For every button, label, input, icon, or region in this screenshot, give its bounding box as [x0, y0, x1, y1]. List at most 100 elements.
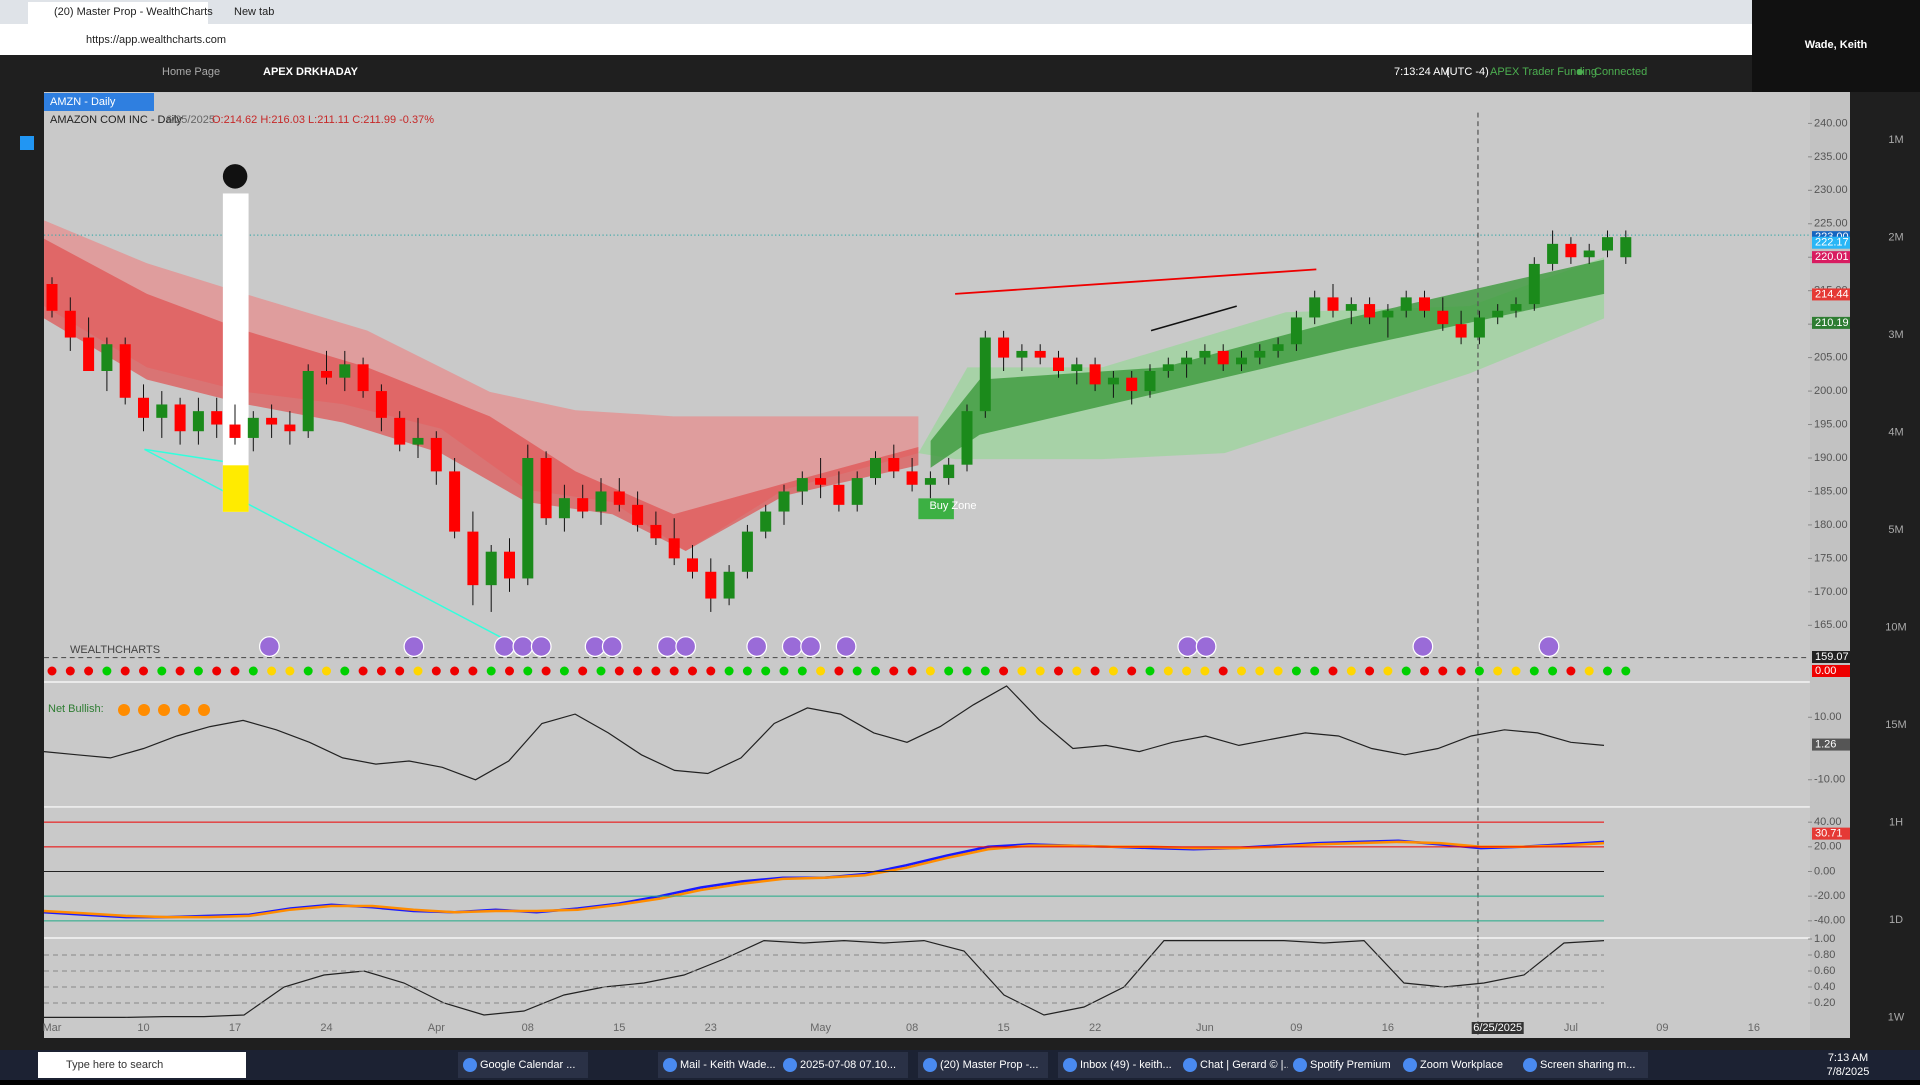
- legend-date: 6/25/2025: [166, 114, 215, 126]
- candle-body: [430, 437, 442, 472]
- candle-body: [1089, 364, 1101, 385]
- event-icon[interactable]: [800, 636, 822, 657]
- event-icon[interactable]: [675, 636, 697, 657]
- candle-body: [1309, 297, 1321, 318]
- candle-body: [815, 478, 827, 485]
- taskbar-app-label[interactable]: Inbox (49) - keith...: [1080, 1059, 1172, 1071]
- x-tick-label: 17: [229, 1022, 241, 1034]
- active-tab[interactable]: [28, 2, 208, 24]
- taskbar-app[interactable]: [918, 1052, 1048, 1078]
- event-icon[interactable]: [494, 636, 515, 657]
- timeframe[interactable]: 1W: [1888, 1011, 1905, 1023]
- search-box[interactable]: [38, 1052, 246, 1078]
- url[interactable]: https://app.wealthcharts.com: [86, 34, 226, 46]
- taskbar-app[interactable]: [1178, 1052, 1308, 1078]
- timeframe[interactable]: 1D: [1889, 914, 1903, 926]
- pin-button[interactable]: [222, 164, 248, 189]
- candle-body: [247, 417, 259, 438]
- event-icon[interactable]: [403, 636, 425, 657]
- taskbar-app-label[interactable]: Screen sharing m...: [1540, 1059, 1635, 1071]
- candle-body: [394, 417, 406, 445]
- signal-dot: [962, 666, 972, 676]
- event-icon[interactable]: [781, 636, 803, 657]
- event-icon[interactable]: [530, 636, 552, 657]
- signal-dot: [450, 666, 460, 676]
- event-icon[interactable]: [1412, 636, 1434, 657]
- add-button[interactable]: [20, 136, 34, 150]
- event-icon[interactable]: [512, 636, 534, 657]
- signal-dot: [1127, 666, 1137, 676]
- signal-dot: [1621, 666, 1631, 676]
- app-tab[interactable]: APEX DRKHADAY: [263, 66, 359, 78]
- taskbar-app-label[interactable]: 2025-07-08 07.10...: [800, 1059, 896, 1071]
- taskbar-app[interactable]: [458, 1052, 588, 1078]
- event-icon[interactable]: [1177, 636, 1199, 657]
- timeframe[interactable]: 1H: [1889, 816, 1903, 828]
- candle-body: [1016, 350, 1028, 358]
- taskbar-app[interactable]: [1288, 1052, 1418, 1078]
- tab-title[interactable]: (20) Master Prop - WealthCharts: [54, 6, 213, 18]
- candle-body: [467, 531, 479, 586]
- taskbar-app[interactable]: [658, 1052, 788, 1078]
- x-tick-label: Mar: [43, 1022, 62, 1034]
- candle-body: [211, 411, 223, 425]
- price-label: 210.19: [1815, 317, 1849, 329]
- drawing-toolbar[interactable]: [222, 193, 249, 512]
- color-swatch[interactable]: [222, 465, 249, 512]
- event-icon[interactable]: [601, 636, 623, 657]
- taskbar-app-label[interactable]: Chat | Gerard © |...: [1200, 1059, 1293, 1071]
- y-tick-label: 0.00: [1814, 865, 1835, 877]
- search-placeholder[interactable]: Type here to search: [66, 1059, 163, 1071]
- y-tick-label: -20.00: [1814, 890, 1845, 902]
- app-icon: [923, 1058, 937, 1072]
- timeframe[interactable]: 1M: [1888, 134, 1903, 146]
- time-axis-bg: [44, 1038, 1850, 1050]
- x-tick-label: 24: [320, 1022, 332, 1034]
- candle-body: [1327, 297, 1339, 311]
- signal-dot: [1456, 666, 1466, 676]
- price-label-box: [1812, 316, 1850, 329]
- taskbar-app[interactable]: [1058, 1052, 1188, 1078]
- candle-body: [833, 484, 845, 505]
- value-label: 1.26: [1815, 738, 1836, 750]
- tray-time: 7:13 AM: [1828, 1052, 1868, 1064]
- candle-body: [1053, 357, 1064, 371]
- y-tick-label: 0.20: [1814, 997, 1835, 1009]
- candle-body: [522, 458, 534, 579]
- status-dot: [1577, 69, 1583, 75]
- candle-body: [1236, 357, 1247, 365]
- event-icon[interactable]: [656, 636, 678, 657]
- taskbar-app[interactable]: [1398, 1052, 1528, 1078]
- symbol[interactable]: AMZN - Daily: [50, 96, 116, 108]
- event-icon[interactable]: [835, 636, 857, 657]
- signal-dot: [596, 666, 606, 676]
- event-icon[interactable]: [1538, 636, 1560, 657]
- candle-body: [1071, 364, 1083, 371]
- symbol-tab[interactable]: [44, 93, 154, 111]
- taskbar-app[interactable]: [778, 1052, 908, 1078]
- timeframe[interactable]: 3M: [1888, 329, 1903, 341]
- candle-body: [943, 464, 955, 479]
- taskbar-app-label[interactable]: Zoom Workplace: [1420, 1059, 1503, 1071]
- candle-body: [375, 391, 387, 418]
- event-icon[interactable]: [258, 636, 280, 657]
- trend-line: [1150, 305, 1237, 332]
- taskbar-app-label[interactable]: (20) Master Prop -...: [940, 1059, 1038, 1071]
- candle-body: [1034, 350, 1046, 358]
- taskbar-app-label[interactable]: Google Calendar ...: [480, 1059, 575, 1071]
- timeframe[interactable]: 10M: [1885, 621, 1906, 633]
- tab-title[interactable]: New tab: [234, 6, 274, 18]
- event-icon[interactable]: [1195, 636, 1217, 657]
- taskbar-app-label[interactable]: Mail - Keith Wade...: [680, 1059, 776, 1071]
- timeframe[interactable]: 5M: [1888, 524, 1903, 536]
- x-tick-label: 09: [1290, 1022, 1302, 1034]
- timeframe[interactable]: 2M: [1888, 231, 1903, 243]
- taskbar-app[interactable]: [1518, 1052, 1648, 1078]
- app-icon: [463, 1058, 477, 1072]
- signal-dot: [358, 666, 368, 676]
- timeframe[interactable]: 15M: [1885, 719, 1906, 731]
- event-icon[interactable]: [746, 636, 768, 657]
- taskbar-app-label[interactable]: Spotify Premium: [1310, 1059, 1391, 1071]
- app-tab[interactable]: Home Page: [162, 66, 220, 78]
- timeframe[interactable]: 4M: [1888, 426, 1903, 438]
